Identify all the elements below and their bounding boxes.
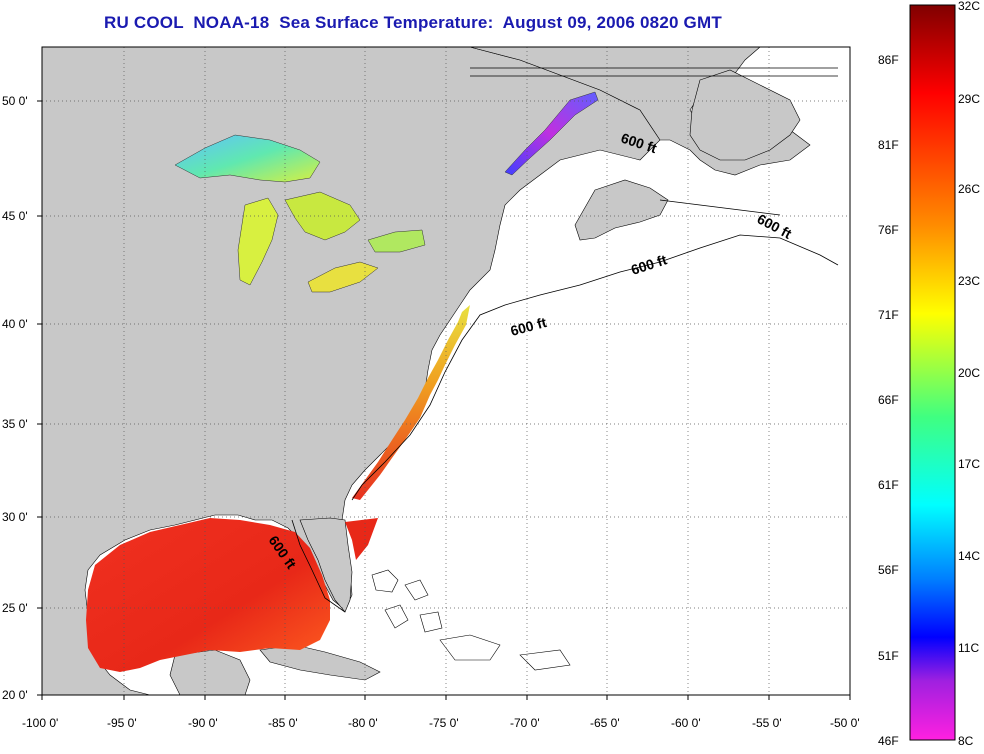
fahrenheit-label: 71F (878, 308, 899, 322)
cuba-land (259, 644, 381, 681)
lon-label: -70 0' (510, 716, 540, 730)
longitude-labels: -100 0' -95 0' -90 0' -85 0' -80 0' -75 … (22, 716, 860, 730)
fahrenheit-label: 86F (878, 53, 899, 67)
fahrenheit-label: 76F (878, 223, 899, 237)
lon-label: -95 0' (107, 716, 137, 730)
celsius-label: 23C (958, 274, 980, 288)
celsius-label: 29C (958, 92, 980, 106)
lat-label: 30 0' (2, 510, 28, 524)
florida-land (299, 517, 353, 613)
lon-label: -80 0' (348, 716, 378, 730)
axis-ticks (37, 100, 851, 700)
lon-label: -50 0' (830, 716, 860, 730)
fahrenheit-label: 51F (878, 649, 899, 663)
celsius-label: 14C (958, 549, 980, 563)
fahrenheit-label: 46F (878, 734, 899, 748)
lat-label: 45 0' (2, 209, 28, 223)
celsius-label: 26C (958, 182, 980, 196)
newfoundland-land (689, 69, 801, 161)
colorbar-celsius-labels: 32C 29C 26C 23C 20C 17C 14C 11C 8C (958, 0, 980, 748)
yucatan-land (169, 649, 251, 696)
lat-label: 35 0' (2, 417, 28, 431)
map-gridlines (42, 47, 850, 695)
lon-label: -85 0' (268, 716, 298, 730)
colorbar (909, 4, 956, 741)
fahrenheit-label: 81F (878, 138, 899, 152)
lat-label: 20 0' (2, 688, 28, 702)
lat-label: 25 0' (2, 601, 28, 615)
celsius-label: 8C (958, 734, 974, 748)
st-lawrence-sst (504, 91, 599, 176)
north-america-land (41, 46, 661, 696)
celsius-label: 20C (958, 366, 980, 380)
celsius-label: 32C (958, 0, 980, 13)
fahrenheit-label: 56F (878, 563, 899, 577)
celsius-label: 17C (958, 457, 980, 471)
lon-label: -100 0' (22, 716, 58, 730)
colorbar-fahrenheit-labels: 86F 81F 76F 71F 66F 61F 56F 51F 46F (878, 53, 899, 748)
isobath-600ft-line (291, 199, 839, 613)
bahamas-islands (371, 569, 571, 671)
lon-label: -60 0' (671, 716, 701, 730)
boundary-lines (470, 67, 838, 77)
lat-label: 50 0' (2, 94, 28, 108)
latitude-labels: 20 0' 25 0' 30 0' 35 0' 40 0' 45 0' 50 0… (2, 94, 28, 702)
lat-label: 40 0' (2, 317, 28, 331)
fahrenheit-label: 61F (878, 478, 899, 492)
lon-label: -65 0' (590, 716, 620, 730)
fahrenheit-label: 66F (878, 393, 899, 407)
gulf-stream-sst (345, 518, 378, 560)
map-title: RU COOL NOAA-18 Sea Surface Temperature:… (104, 13, 722, 32)
atlantic-coastal-sst (352, 305, 470, 500)
nova-scotia-land (574, 179, 669, 241)
celsius-label: 11C (958, 641, 979, 655)
gulf-of-mexico-sst (86, 518, 330, 672)
lon-label: -90 0' (188, 716, 218, 730)
lon-label: -55 0' (752, 716, 782, 730)
lon-label: -75 0' (429, 716, 459, 730)
